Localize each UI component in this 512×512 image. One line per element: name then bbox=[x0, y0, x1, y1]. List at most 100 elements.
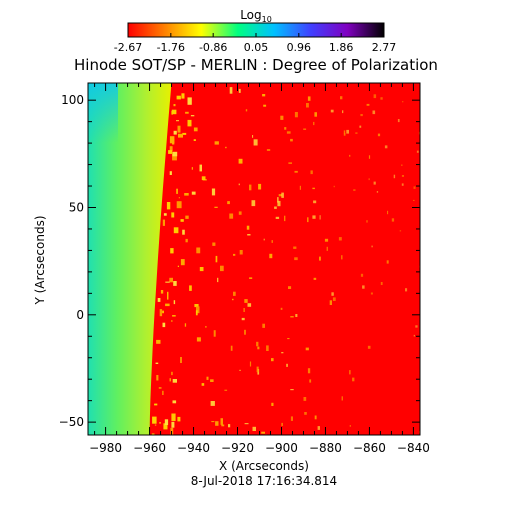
polarization-patch bbox=[196, 247, 201, 254]
polarization-patch bbox=[269, 253, 273, 259]
polarization-patch bbox=[156, 375, 159, 381]
polarization-patch bbox=[169, 136, 175, 144]
polarization-patch bbox=[171, 371, 173, 376]
polarization-patch bbox=[281, 422, 283, 426]
polarization-patch bbox=[331, 292, 334, 296]
polarization-patch bbox=[290, 138, 293, 142]
polarization-patch bbox=[262, 94, 266, 97]
polarization-patch bbox=[182, 229, 185, 235]
polarization-patch bbox=[176, 120, 179, 122]
polarization-patch bbox=[191, 167, 193, 170]
polarization-patch bbox=[172, 379, 177, 383]
polarization-patch bbox=[252, 426, 256, 431]
polarization-patch bbox=[215, 421, 219, 426]
polarization-patch bbox=[217, 277, 219, 283]
polarization-patch bbox=[176, 201, 182, 209]
polarization-patch bbox=[416, 150, 419, 153]
polarization-patch bbox=[324, 238, 329, 242]
polarization-patch bbox=[277, 197, 279, 203]
polarization-patch bbox=[290, 389, 294, 391]
polarization-patch bbox=[317, 426, 320, 430]
polarization-patch bbox=[232, 298, 234, 301]
polarization-patch bbox=[293, 246, 297, 249]
polarization-patch bbox=[401, 175, 404, 177]
polarization-patch bbox=[340, 96, 343, 100]
polarization-patch bbox=[185, 215, 189, 219]
polarization-patch bbox=[332, 297, 336, 301]
y-tick-label: 100 bbox=[61, 93, 84, 107]
polarization-patch bbox=[243, 308, 245, 312]
polarization-patch bbox=[397, 119, 400, 123]
polarization-patch bbox=[157, 298, 161, 302]
polarization-patch bbox=[225, 146, 227, 149]
polarization-patch bbox=[201, 383, 205, 386]
polarization-patch bbox=[314, 112, 317, 117]
polarization-patch bbox=[214, 141, 219, 145]
polarization-patch bbox=[187, 119, 192, 127]
colorbar-tick-label: -1.76 bbox=[157, 41, 185, 54]
polarization-patch bbox=[319, 256, 321, 261]
polarization-patch bbox=[238, 211, 242, 215]
polarization-patch bbox=[281, 352, 284, 354]
polarization-patch bbox=[177, 125, 181, 133]
x-tick-label: −960 bbox=[133, 441, 166, 455]
chart-title: Hinode SOT/SP - MERLIN : Degree of Polar… bbox=[74, 56, 438, 74]
polarization-patch bbox=[277, 200, 281, 207]
polarization-patch bbox=[352, 377, 355, 382]
polarization-patch bbox=[271, 358, 274, 362]
polarization-patch bbox=[377, 133, 381, 137]
polarization-patch bbox=[261, 431, 265, 434]
polarization-patch bbox=[247, 234, 251, 236]
polarization-patch bbox=[180, 259, 185, 266]
polarization-patch bbox=[263, 104, 267, 107]
polarization-patch bbox=[238, 158, 243, 164]
polarization-map bbox=[88, 83, 420, 435]
polarization-patch bbox=[286, 363, 288, 367]
polarization-patch bbox=[310, 170, 313, 175]
plot-frame bbox=[87, 82, 421, 436]
polarization-patch bbox=[184, 193, 189, 196]
x-tick-label: −840 bbox=[397, 441, 430, 455]
polarization-patch bbox=[156, 339, 161, 344]
colorbar-tick-labels: -2.67 -1.76 -0.86 0.05 0.96 1.86 2.77 bbox=[114, 41, 396, 54]
polarization-patch bbox=[252, 135, 254, 138]
polarization-patch bbox=[171, 320, 173, 322]
polarization-patch bbox=[210, 379, 214, 382]
polarization-patch bbox=[343, 130, 346, 134]
polarization-patch bbox=[244, 299, 248, 303]
polarization-patch bbox=[169, 277, 173, 283]
polarization-patch bbox=[368, 178, 370, 181]
polarization-patch bbox=[304, 412, 307, 415]
polarization-patch bbox=[349, 425, 351, 427]
polarization-patch bbox=[155, 362, 159, 364]
polarization-patch bbox=[355, 132, 358, 134]
polarization-patch bbox=[172, 151, 178, 157]
polarization-patch bbox=[169, 378, 171, 382]
polarization-patch bbox=[154, 403, 158, 406]
colorbar-ticks bbox=[127, 33, 385, 37]
polarization-patch bbox=[166, 202, 171, 210]
polarization-patch bbox=[194, 304, 199, 308]
polarization-patch bbox=[275, 216, 280, 219]
colorbar-tick-label: -0.86 bbox=[199, 41, 227, 54]
polarization-patch bbox=[251, 200, 256, 207]
polarization-patch bbox=[176, 188, 178, 194]
polarization-patch bbox=[249, 277, 253, 279]
polarization-patch bbox=[171, 413, 176, 421]
y-tick-label: 50 bbox=[69, 200, 84, 214]
polarization-patch bbox=[258, 183, 262, 190]
polarization-patch bbox=[303, 128, 307, 130]
polarization-patch bbox=[224, 389, 228, 391]
polarization-patch bbox=[214, 206, 218, 208]
polarization-patch bbox=[294, 112, 298, 118]
polarization-patch bbox=[307, 368, 311, 374]
polarization-patch bbox=[221, 424, 225, 427]
polarization-patch bbox=[294, 170, 298, 173]
polarization-patch bbox=[162, 322, 166, 328]
polarization-patch bbox=[313, 200, 317, 204]
polarization-patch bbox=[380, 282, 383, 285]
polarization-patch bbox=[230, 345, 233, 351]
polarization-patch bbox=[368, 155, 371, 159]
polarization-patch bbox=[360, 273, 364, 277]
